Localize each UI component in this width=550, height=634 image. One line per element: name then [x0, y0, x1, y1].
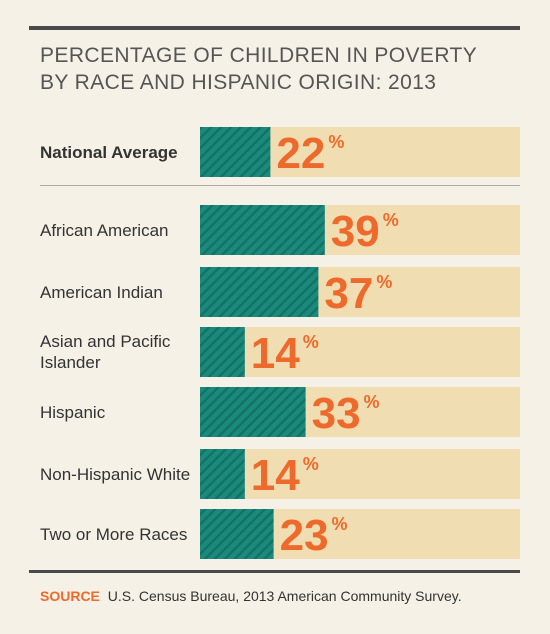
category-label-two-or-more-races: Two or More Races [40, 524, 188, 544]
bar-track-asian-and-pacific-islander [200, 327, 520, 377]
bar-african-american [200, 205, 325, 255]
bar-american-indian [200, 267, 319, 317]
value-label-national-average: 22% [276, 129, 344, 178]
bar-non-hispanic-white [200, 449, 245, 499]
chart-title-line-1: PERCENTAGE OF CHILDREN IN POVERTY [40, 44, 478, 67]
value-label-hispanic: 33% [312, 389, 380, 438]
category-label-non-hispanic-white: Non-Hispanic White [40, 464, 191, 484]
value-label-non-hispanic-white: 14% [251, 451, 319, 500]
chart-title: PERCENTAGE OF CHILDREN IN POVERTY BY RAC… [40, 42, 510, 96]
value-label-american-indian: 37% [324, 269, 392, 318]
value-label-african-american: 39% [331, 207, 399, 256]
category-label-african-american: African American [40, 220, 169, 240]
top-rule [29, 26, 520, 30]
source-text: U.S. Census Bureau, 2013 American Commun… [107, 588, 462, 604]
value-label-two-or-more-races: 23% [280, 511, 348, 560]
bar-hispanic [200, 387, 306, 437]
bars-group: 22 %39 %37 %14 %33 %14 %23% [200, 127, 520, 560]
source-note: SOURCE U.S. Census Bureau, 2013 American… [40, 588, 520, 604]
section-divider [40, 185, 520, 186]
bar-two-or-more-races [200, 509, 274, 559]
bar-asian-and-pacific-islander [200, 327, 245, 377]
source-tag: SOURCE [40, 588, 100, 604]
category-label-hispanic: Hispanic [40, 402, 106, 422]
category-label-asian-and-pacific-islander: Asian and Pacific Islander [40, 332, 171, 372]
chart-title-line-2: BY RACE AND HISPANIC ORIGIN: 2013 [40, 71, 437, 94]
bar-track-non-hispanic-white [200, 449, 520, 499]
category-label-national-average: National Average [40, 142, 178, 162]
bar-national-average [200, 127, 271, 177]
bottom-rule [29, 570, 520, 573]
category-label-american-indian: American Indian [40, 282, 163, 302]
value-label-asian-and-pacific-islander: 14% [251, 329, 319, 378]
